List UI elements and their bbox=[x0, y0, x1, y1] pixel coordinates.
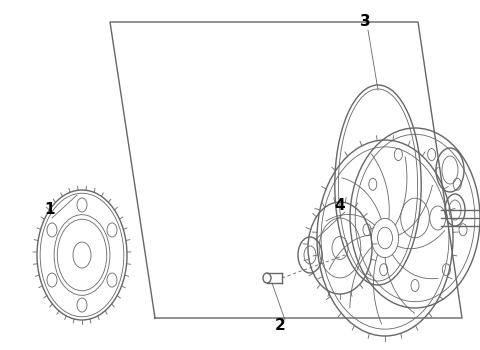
Text: 2: 2 bbox=[275, 317, 286, 332]
Text: 4: 4 bbox=[335, 197, 345, 212]
Text: 1: 1 bbox=[45, 203, 55, 217]
Text: 3: 3 bbox=[360, 14, 370, 29]
